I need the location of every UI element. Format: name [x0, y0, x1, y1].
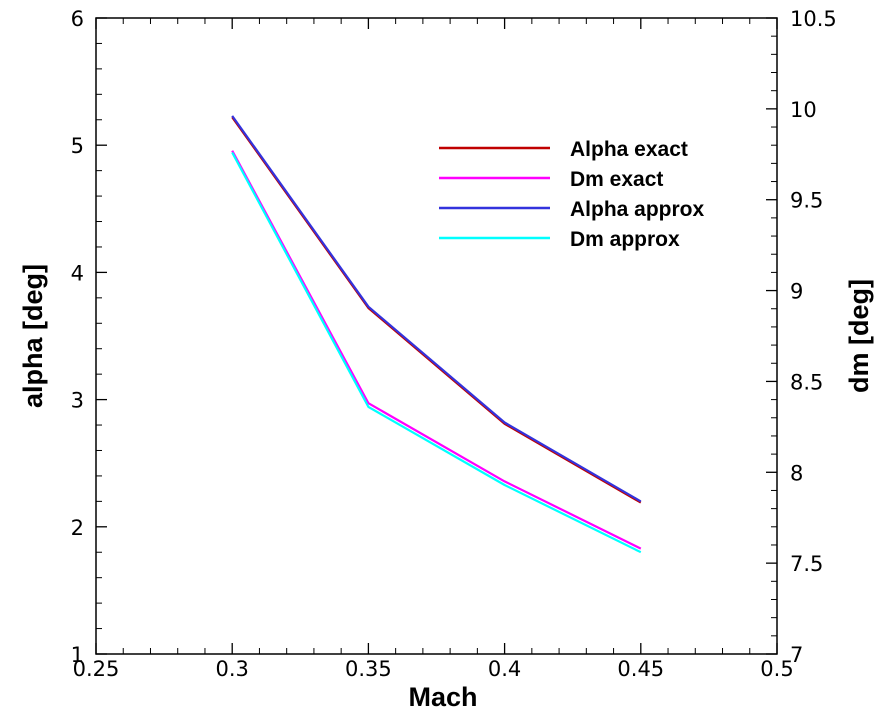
y-left-tick-label: 6 — [71, 7, 84, 31]
y-left-tick-label: 3 — [71, 389, 84, 413]
axes-frame — [95, 17, 778, 655]
x-tick-label: 0.25 — [73, 657, 120, 681]
x-tick-label: 0.3 — [215, 657, 248, 681]
y-right-tick-label: 9.5 — [790, 189, 823, 213]
x-tick-label: 0.4 — [488, 657, 521, 681]
legend-label: Alpha exact — [570, 138, 688, 161]
y-right-tick-label: 8.5 — [790, 370, 823, 394]
legend-label: Alpha approx — [570, 198, 705, 221]
y-right-tick-label: 10.5 — [790, 7, 837, 31]
legend: Alpha exact Dm exact Alpha approx Dm approx — [439, 138, 705, 251]
series-lines — [231, 115, 642, 554]
y-left-tick-label: 5 — [71, 134, 84, 158]
y-right-tick-label: 10 — [790, 98, 817, 122]
plot-frame — [95, 17, 778, 655]
y-left-tick-label: 4 — [71, 261, 84, 285]
x-tick-label: 0.35 — [345, 657, 392, 681]
y-right-tick-label: 9 — [790, 280, 803, 304]
y-left-tick-label: 2 — [71, 516, 84, 540]
x-tick-label: 0.45 — [617, 657, 664, 681]
x-tick-label: 0.5 — [760, 657, 793, 681]
right-y-axis-title: dm [deg] — [844, 279, 874, 393]
y-left-tick-label: 1 — [71, 643, 84, 667]
series-line-dm-exact — [231, 150, 642, 550]
legend-label: Dm approx — [570, 228, 680, 251]
y-right-tick-label: 7 — [790, 643, 803, 667]
y-right-tick-label: 8 — [790, 461, 803, 485]
axis-ticks: 0.25 0.3 0.35 0.4 0.45 0.5 1 2 3 4 5 6 7 7.5 8 8.5 9 9.5 1… — [71, 7, 837, 681]
y-right-tick-label: 7.5 — [790, 552, 823, 576]
series-line-alpha-approx — [231, 115, 642, 503]
series-line-dm-approx — [231, 151, 642, 554]
x-axis-title: Mach — [408, 682, 477, 712]
legend-label: Dm exact — [570, 168, 663, 191]
left-y-axis-title: alpha [deg] — [18, 264, 48, 408]
